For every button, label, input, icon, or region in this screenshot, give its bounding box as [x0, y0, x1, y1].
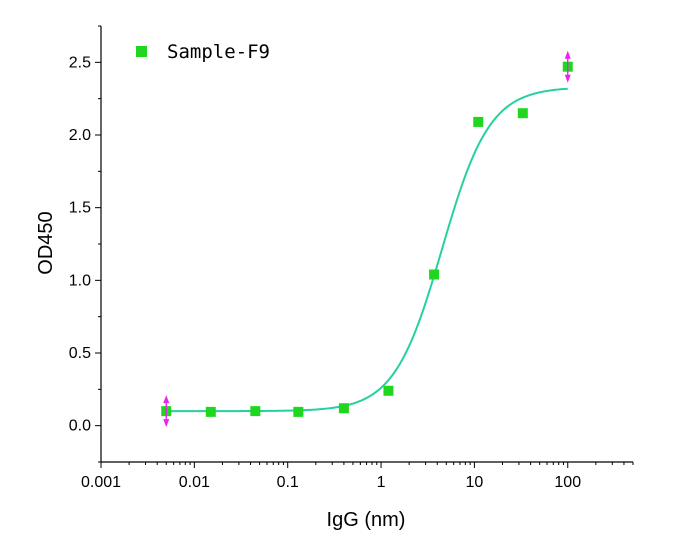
- x-tick-label: 100: [554, 474, 581, 491]
- x-tick-label: 0.01: [179, 474, 210, 491]
- y-axis-title: OD450: [35, 211, 57, 274]
- y-tick-label: 1.5: [69, 200, 91, 217]
- arrow-markers: [163, 50, 571, 428]
- x-tick-label: 10: [466, 474, 484, 491]
- y-tick-label: 1.0: [69, 272, 91, 289]
- data-point: [473, 116, 484, 127]
- x-tick-label: 0.001: [81, 474, 121, 491]
- y-tick-label: 0.5: [69, 345, 91, 362]
- axes: [100, 26, 633, 463]
- y-tick-label: 2.5: [69, 54, 91, 71]
- data-point: [250, 406, 261, 417]
- data-point: [517, 108, 528, 119]
- y-tick-label: 2.0: [69, 127, 91, 144]
- data-point: [383, 385, 394, 396]
- data-point: [205, 406, 216, 417]
- legend: Sample-F9: [136, 41, 270, 63]
- data-point: [338, 403, 349, 414]
- ticks: 0.0 0.5 1.0 1.5 2.0 2.5 0.001 0.01 0.1 1 10 100: [69, 25, 634, 491]
- data-point: [293, 406, 304, 417]
- arrow-head-down: [564, 74, 571, 83]
- data-point: [429, 269, 440, 280]
- fit-curve: [166, 87, 568, 413]
- fit-curve-layer: [166, 87, 568, 413]
- x-axis-title: IgG (nm): [327, 509, 406, 531]
- arrow-head-up: [564, 50, 571, 59]
- double-arrow-marker: [564, 50, 571, 83]
- legend-label: Sample-F9: [167, 41, 270, 63]
- y-tick-label: 0.0: [69, 418, 91, 435]
- data-points: [161, 61, 573, 417]
- arrow-head-down: [163, 419, 170, 428]
- double-arrow-marker: [163, 395, 170, 428]
- legend-marker-sample-f9: [136, 46, 147, 57]
- arrow-head-up: [163, 395, 170, 404]
- x-tick-label: 0.1: [277, 474, 299, 491]
- x-tick-label: 1: [377, 474, 386, 491]
